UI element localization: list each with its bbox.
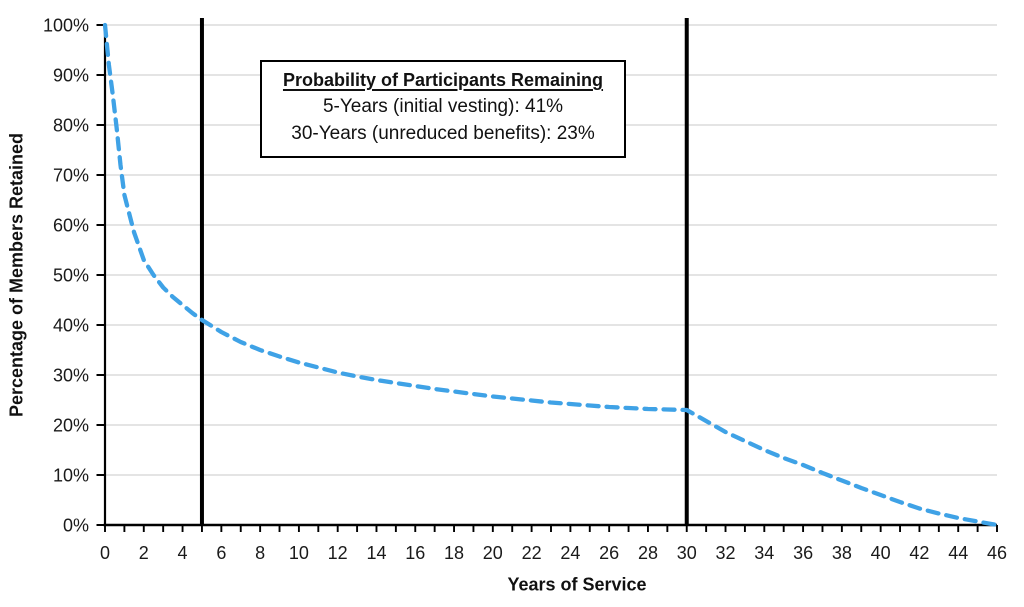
x-tick-label: 46: [987, 543, 1007, 563]
x-tick-label: 30: [677, 543, 697, 563]
x-tick-label: 24: [560, 543, 580, 563]
y-tick-label: 20%: [53, 416, 89, 436]
y-tick-label: 60%: [53, 216, 89, 236]
x-tick-label: 28: [638, 543, 658, 563]
y-tick-label: 30%: [53, 366, 89, 386]
annotation-line-5yr: 5-Years (initial vesting): 41%: [322, 95, 564, 117]
x-tick-label: 6: [216, 543, 226, 563]
x-tick-label: 26: [599, 543, 619, 563]
x-tick-label: 16: [405, 543, 425, 563]
x-tick-label: 20: [483, 543, 503, 563]
x-tick-label: 10: [289, 543, 309, 563]
annotation-line-30yr: 30-Years (unreduced benefits): 23%: [291, 122, 595, 144]
x-tick-label: 12: [328, 543, 348, 563]
x-tick-label: 36: [793, 543, 813, 563]
y-tick-label: 100%: [43, 16, 89, 36]
y-tick-label: 70%: [53, 166, 89, 186]
y-tick-label: 80%: [53, 116, 89, 136]
x-tick-label: 42: [909, 543, 929, 563]
y-tick-label: 90%: [53, 66, 89, 86]
x-tick-label: 44: [948, 543, 968, 563]
x-tick-label: 32: [716, 543, 736, 563]
x-tick-label: 14: [366, 543, 386, 563]
y-tick-label: 40%: [53, 316, 89, 336]
y-tick-label: 10%: [53, 466, 89, 486]
y-axis-title: Percentage of Members Retained: [6, 132, 27, 418]
annotation-title: Probability of Participants Remaining: [282, 70, 604, 90]
annotation-box: Probability of Participants Remaining 5-…: [260, 60, 626, 158]
y-tick-label: 0%: [63, 516, 89, 536]
x-axis-title: Years of Service: [507, 574, 647, 595]
x-tick-label: 22: [522, 543, 542, 563]
retention-curve: [102, 22, 1000, 528]
y-tick-label: 50%: [53, 266, 89, 286]
x-tick-label: 2: [139, 543, 149, 563]
x-tick-label: 40: [871, 543, 891, 563]
x-tick-label: 38: [832, 543, 852, 563]
x-tick-label: 4: [178, 543, 188, 563]
x-tick-label: 0: [100, 543, 110, 563]
x-tick-label: 8: [255, 543, 265, 563]
x-tick-label: 34: [754, 543, 774, 563]
x-tick-label: 18: [444, 543, 464, 563]
